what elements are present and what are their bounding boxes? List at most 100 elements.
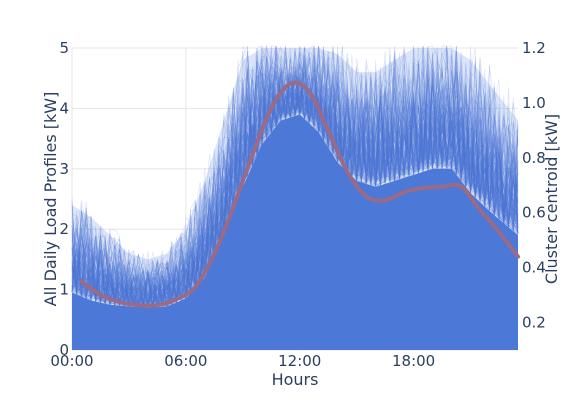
- profile-trace: [71, 52, 519, 306]
- profile-trace: [71, 57, 519, 308]
- profile-trace: [71, 88, 519, 308]
- x-tick-label: 00:00: [50, 352, 93, 370]
- profile-trace: [71, 45, 519, 305]
- profile-trace: [71, 52, 519, 308]
- profile-trace: [71, 89, 519, 308]
- profile-trace: [71, 74, 519, 306]
- x-tick-label: 18:00: [392, 352, 435, 370]
- profile-trace: [71, 92, 519, 309]
- profile-trace: [71, 45, 519, 308]
- profile-trace: [71, 76, 519, 308]
- profile-trace: [71, 78, 519, 308]
- profile-trace: [71, 45, 519, 305]
- profile-trace: [71, 77, 519, 307]
- left-tick-label: 5: [59, 39, 69, 57]
- profile-trace: [71, 86, 519, 308]
- profile-trace: [71, 57, 519, 305]
- profile-trace: [71, 45, 519, 308]
- profile-trace: [71, 75, 519, 303]
- profile-trace: [71, 64, 519, 305]
- profile-trace: [71, 75, 519, 307]
- right-tick-label: 1.2: [522, 39, 546, 57]
- profile-trace: [71, 74, 519, 308]
- profile-trace: [71, 89, 519, 307]
- profile-trace: [71, 45, 519, 308]
- profile-trace: [71, 45, 519, 306]
- profile-trace: [71, 67, 519, 308]
- profile-trace: [71, 45, 519, 307]
- profile-trace: [71, 51, 519, 307]
- left-axis-ticks: 0 1 2 3 4 5: [59, 39, 69, 359]
- profile-trace: [71, 47, 519, 305]
- profile-trace: [71, 65, 519, 306]
- profile-trace: [71, 89, 519, 308]
- profile-trace: [71, 82, 519, 307]
- profile-trace: [71, 70, 519, 304]
- profile-trace: [71, 95, 519, 307]
- profile-trace: [71, 59, 519, 307]
- left-tick-label: 3: [59, 160, 69, 178]
- profile-trace: [71, 91, 519, 308]
- profile-trace: [71, 65, 519, 307]
- profile-trace: [71, 96, 519, 308]
- profile-trace: [71, 58, 519, 303]
- profile-trace: [71, 48, 519, 307]
- profile-trace: [71, 49, 519, 306]
- profile-trace: [71, 70, 519, 307]
- profile-trace: [71, 82, 519, 307]
- profile-trace: [71, 70, 519, 307]
- profile-trace: [71, 59, 519, 307]
- profile-trace: [71, 45, 519, 307]
- profile-trace: [71, 76, 519, 306]
- profile-trace: [71, 88, 519, 308]
- profile-trace: [71, 64, 519, 308]
- profile-trace: [71, 99, 519, 308]
- profile-trace: [71, 88, 519, 309]
- profile-trace: [71, 52, 519, 304]
- profile-trace: [71, 84, 519, 305]
- profile-trace: [71, 82, 519, 306]
- profile-trace: [71, 73, 519, 307]
- profile-trace: [71, 66, 519, 308]
- profile-trace: [71, 45, 519, 307]
- profile-trace: [71, 52, 519, 307]
- right-tick-label: 0.6: [522, 204, 546, 222]
- profile-trace: [71, 86, 519, 305]
- profile-trace: [71, 71, 519, 308]
- profile-trace: [71, 61, 519, 305]
- profile-trace: [71, 65, 519, 305]
- profile-trace: [71, 55, 519, 307]
- profile-trace: [71, 75, 519, 308]
- profile-trace: [71, 86, 519, 307]
- x-axis-ticks: 00:00 06:00 12:00 18:00: [50, 352, 435, 370]
- profile-trace: [71, 58, 519, 306]
- x-axis-title: Hours: [272, 370, 319, 389]
- x-tick-label: 06:00: [164, 352, 207, 370]
- profile-trace: [71, 67, 519, 308]
- right-axis-title: Cluster centroid [kW]: [542, 114, 561, 284]
- profile-trace: [71, 77, 519, 308]
- profile-trace: [71, 52, 519, 306]
- profile-trace: [71, 96, 519, 309]
- profile-trace: [71, 57, 519, 307]
- profiles-dense-area: [72, 114, 518, 350]
- profile-trace: [71, 57, 519, 304]
- profile-trace: [71, 74, 519, 306]
- profile-trace: [71, 49, 519, 303]
- profile-trace: [71, 79, 519, 307]
- profile-trace: [71, 75, 519, 307]
- profile-trace: [71, 91, 519, 307]
- profile-trace: [71, 45, 519, 305]
- right-axis-ticks: 0.2 0.4 0.6 0.8 1.0 1.2: [522, 39, 546, 332]
- profile-trace: [71, 89, 519, 307]
- profile-trace: [71, 81, 519, 308]
- profile-trace: [71, 91, 519, 307]
- profile-trace: [71, 45, 519, 308]
- profile-trace: [71, 67, 519, 306]
- profile-trace: [71, 70, 519, 308]
- profile-trace: [71, 55, 519, 307]
- profile-trace: [71, 75, 519, 308]
- profile-trace: [71, 71, 519, 307]
- profile-trace: [71, 65, 519, 305]
